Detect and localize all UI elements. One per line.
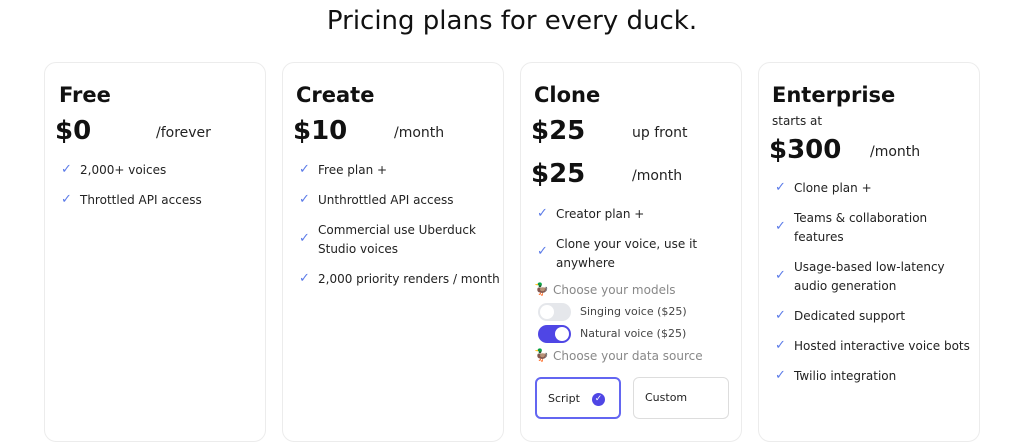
feature: 2,000 priority renders / month	[318, 272, 500, 286]
feature: 2,000+ voices	[80, 163, 167, 177]
feature: Usage-based low-latency audio generation	[794, 260, 945, 293]
plan-price: $25	[531, 116, 586, 146]
plan-price: $300	[769, 135, 842, 165]
duck-icon: 🦆	[534, 282, 549, 296]
check-icon: ✓	[775, 219, 786, 234]
toggle-label: Singing voice ($25)	[580, 305, 687, 318]
source-script-button[interactable]: Script ✓	[535, 377, 621, 419]
feature: Commercial use Uberduck Studio voices	[318, 223, 476, 256]
feature: Clone your voice, use it anywhere	[556, 237, 698, 270]
feature: Hosted interactive voice bots	[794, 339, 970, 353]
feature: Twilio integration	[794, 369, 897, 383]
plan-card-clone: Clone $25 up front $25 /month ✓ Creator …	[520, 62, 742, 442]
duck-icon: 🦆	[534, 348, 549, 362]
plan-monthly-price: $25	[531, 159, 586, 189]
check-icon: ✓	[299, 271, 310, 286]
singing-voice-toggle[interactable]	[538, 303, 571, 321]
feature: Free plan +	[318, 163, 388, 177]
price-prefix: starts at	[772, 114, 823, 128]
plan-name: Enterprise	[772, 83, 896, 107]
models-label: Choose your models	[553, 283, 676, 297]
page-title: Pricing plans for every duck.	[326, 6, 698, 36]
natural-voice-toggle[interactable]	[538, 325, 571, 343]
feature: Clone plan +	[794, 181, 872, 195]
plan-period: /month	[870, 144, 921, 160]
plan-card-enterprise: Enterprise starts at $300 /month ✓ Clone…	[758, 62, 980, 442]
toggle-label: Natural voice ($25)	[580, 327, 687, 340]
feature: Dedicated support	[794, 309, 906, 323]
plan-price: $10	[293, 116, 348, 146]
feature: Creator plan +	[556, 207, 645, 221]
plan-price: $0	[55, 116, 92, 146]
check-icon: ✓	[775, 308, 786, 323]
plan-card-free: Free $0 /forever ✓ 2,000+ voices ✓ Throt…	[44, 62, 266, 442]
data-source-label: Choose your data source	[553, 349, 703, 363]
plan-name: Free	[59, 83, 111, 107]
plan-card-create: Create $10 /month ✓ Free plan + ✓ Unthro…	[282, 62, 504, 442]
feature: Throttled API access	[80, 193, 202, 207]
plan-period: /forever	[156, 125, 211, 141]
check-icon: ✓	[299, 192, 310, 207]
check-icon: ✓	[61, 162, 72, 177]
check-icon: ✓	[537, 206, 548, 221]
source-label: Script	[548, 392, 580, 405]
plan-name: Create	[296, 83, 375, 107]
check-icon: ✓	[61, 192, 72, 207]
check-icon: ✓	[775, 338, 786, 353]
check-icon: ✓	[775, 268, 786, 283]
check-icon: ✓	[537, 244, 548, 259]
source-label: Custom	[645, 391, 688, 404]
check-icon: ✓	[775, 368, 786, 383]
check-icon: ✓	[775, 180, 786, 195]
feature: Teams & collaboration features	[794, 211, 928, 244]
plan-period: up front	[632, 125, 688, 141]
check-circle-icon: ✓	[592, 393, 605, 406]
plan-period: /month	[394, 125, 445, 141]
plan-name: Clone	[534, 83, 601, 107]
source-custom-button[interactable]: Custom	[633, 377, 729, 419]
check-icon: ✓	[299, 231, 310, 246]
feature: Unthrottled API access	[318, 193, 454, 207]
check-icon: ✓	[299, 162, 310, 177]
plan-monthly-period: /month	[632, 168, 683, 184]
